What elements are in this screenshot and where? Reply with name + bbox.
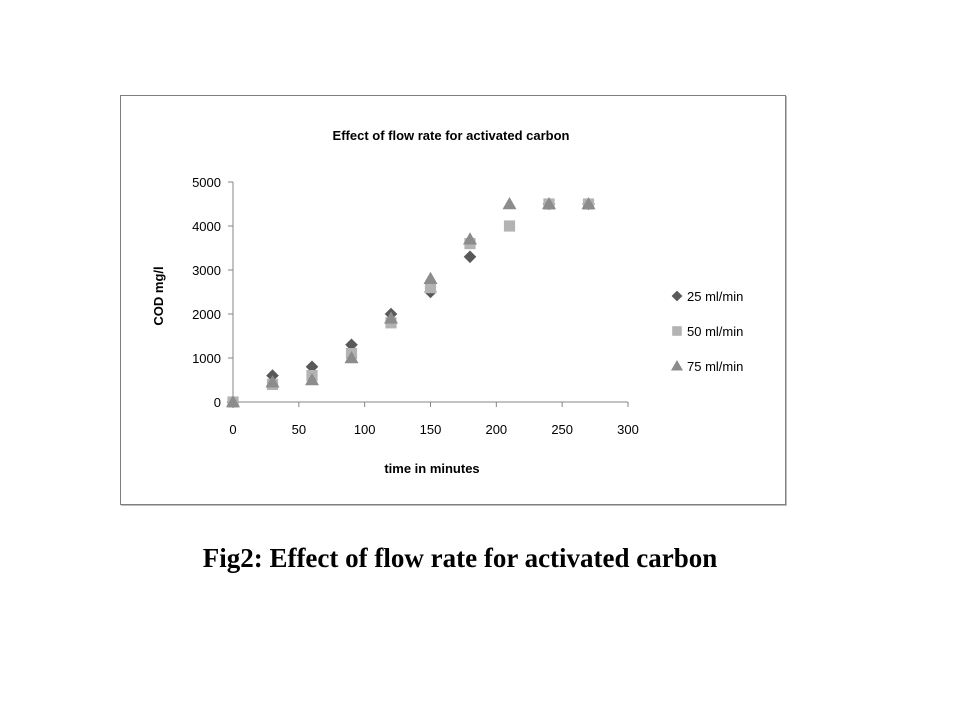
data-point: [503, 220, 516, 232]
data-point: [463, 232, 477, 245]
data-point: [265, 375, 280, 388]
data-point: [344, 351, 359, 364]
legend: 25 ml/min 50 ml/min 75 ml/min: [671, 289, 743, 374]
legend-label: 75 ml/min: [687, 359, 743, 374]
data-point: [345, 338, 358, 352]
axes: 0 1000 2000 3000 4000 5000 0 50 100 150 200 250 300: [192, 175, 639, 437]
data-point: [305, 360, 319, 374]
y-axis-label: COD mg/l: [151, 266, 166, 325]
legend-label: 25 ml/min: [687, 289, 743, 304]
data-point: [226, 395, 240, 408]
legend-label: 50 ml/min: [687, 324, 743, 339]
x-tick-label: 250: [551, 422, 573, 437]
x-tick-label: 0: [229, 422, 236, 437]
data-point: [424, 282, 437, 294]
legend-marker: [671, 290, 683, 302]
data-point: [423, 271, 438, 285]
data-point: [305, 373, 319, 386]
legend-marker: [672, 326, 682, 336]
scatter-chart: Effect of flow rate for activated carbon…: [151, 128, 743, 476]
y-tick-label: 1000: [192, 351, 221, 366]
y-tick-label: 2000: [192, 307, 221, 322]
chart-area: Effect of flow rate for activated carbon…: [120, 95, 786, 505]
y-tick-label: 5000: [192, 175, 221, 190]
data-point: [463, 250, 477, 264]
y-tick-label: 0: [214, 395, 221, 410]
x-tick-label: 200: [485, 422, 507, 437]
legend-marker: [671, 360, 683, 371]
y-tick-label: 3000: [192, 263, 221, 278]
data-points: [226, 197, 596, 409]
data-point: [581, 197, 596, 210]
x-tick-label: 100: [354, 422, 376, 437]
x-axis-label: time in minutes: [384, 461, 479, 476]
x-tick-label: 50: [292, 422, 306, 437]
data-point: [542, 197, 556, 210]
data-point: [384, 311, 398, 324]
x-tick-label: 150: [420, 422, 442, 437]
x-tick-label: 300: [617, 422, 639, 437]
chart-title: Effect of flow rate for activated carbon: [333, 128, 570, 143]
data-point: [502, 197, 517, 210]
y-tick-label: 4000: [192, 219, 221, 234]
figure-caption: Fig2: Effect of flow rate for activated …: [202, 543, 718, 573]
